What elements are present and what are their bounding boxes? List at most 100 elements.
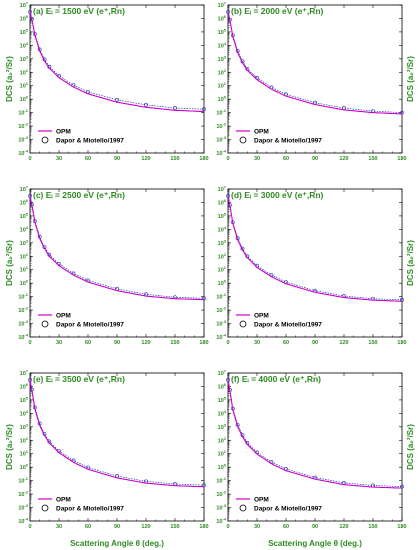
panel-title: (a) Eᵢ = 1500 eV (e⁺,Rn) <box>33 6 125 16</box>
y-tick-label: 10-4 <box>18 333 28 342</box>
y-tick-label: 10-2 <box>18 306 28 315</box>
y-tick-label: 107 <box>218 1 227 10</box>
x-tick-label: 180 <box>199 156 208 162</box>
x-tick-label: 180 <box>199 524 208 530</box>
legend-exp-swatch <box>239 136 247 144</box>
x-tick-label: 60 <box>283 340 289 346</box>
y-tick-label: 10-1 <box>18 476 28 485</box>
y-axis-label: DCS (a₀²/Sr) <box>406 56 415 102</box>
y-tick-label: 103 <box>218 422 227 431</box>
y-tick-label: 10-4 <box>216 333 226 342</box>
opm-series-line <box>227 195 402 302</box>
y-axis-label: DCS (a₀²/Sr) <box>5 240 14 286</box>
legend-opm-label: OPM <box>56 497 71 504</box>
x-tick-label: 0 <box>226 340 229 346</box>
x-tick-label: 120 <box>339 524 348 530</box>
x-tick-label: 30 <box>254 156 260 162</box>
y-tick-label: 10-2 <box>216 306 226 315</box>
x-tick-label: 60 <box>283 156 289 162</box>
y-tick-label: 100 <box>218 279 227 288</box>
x-tick-label: 150 <box>368 524 377 530</box>
chart-panel-3: 0 30 60 90 120 150 180 10-4 10-3 10-2 10-1 100 101 10… <box>216 185 415 347</box>
y-tick-label: 106 <box>218 14 227 23</box>
legend-exp-label: Dapor & Miotello/1997 <box>56 322 124 329</box>
legend-opm-label: OPM <box>254 497 269 504</box>
exp-series-line <box>227 11 402 113</box>
y-tick-label: 10-1 <box>216 108 226 117</box>
exp-point <box>115 97 119 102</box>
exp-series-line <box>227 379 403 487</box>
panel-title: (b) Eᵢ = 2000 eV (e⁺,Rn) <box>231 6 324 16</box>
y-tick-label: 100 <box>20 463 29 472</box>
x-tick-label: 120 <box>339 340 348 346</box>
y-tick-label: 101 <box>218 81 227 90</box>
chart-panel-1: 0 30 60 90 120 150 180 10-4 10-3 10-2 10-1 100 101 10… <box>216 1 415 163</box>
legend-exp-label: Dapor & Miotello/1997 <box>56 138 124 145</box>
y-tick-label: 10-1 <box>216 292 226 301</box>
x-tick-label: 180 <box>397 156 406 162</box>
x-tick-label: 0 <box>226 156 229 162</box>
legend-exp-swatch <box>41 504 49 512</box>
y-tick-label: 105 <box>20 395 29 404</box>
y-tick-label: 102 <box>218 68 227 77</box>
legend-opm-label: OPM <box>56 313 71 320</box>
y-tick-label: 103 <box>20 422 29 431</box>
x-tick-label: 180 <box>397 340 406 346</box>
legend-exp-swatch <box>41 320 49 328</box>
x-tick-label: 120 <box>141 340 150 346</box>
y-tick-label: 104 <box>20 409 29 418</box>
x-tick-label: 60 <box>85 156 91 162</box>
x-tick-label: 150 <box>368 340 377 346</box>
x-tick-label: 30 <box>56 156 62 162</box>
y-tick-label: 10-1 <box>18 292 28 301</box>
y-tick-label: 101 <box>218 449 227 458</box>
y-tick-label: 102 <box>20 252 29 261</box>
x-tick-label: 0 <box>28 156 31 162</box>
y-tick-label: 103 <box>20 54 29 63</box>
y-tick-label: 10-2 <box>216 490 226 499</box>
y-tick-label: 10-2 <box>18 122 28 131</box>
y-tick-label: 10-3 <box>18 503 28 512</box>
y-tick-label: 107 <box>20 185 29 194</box>
x-tick-label: 0 <box>28 524 31 530</box>
opm-series-line <box>227 379 403 489</box>
y-tick-label: 10-1 <box>18 108 28 117</box>
chart-panel-4: 0 30 60 90 120 150 180 10-4 10-3 10-2 10-1 100 101 10… <box>5 369 209 531</box>
x-tick-label: 90 <box>114 156 120 162</box>
legend-exp-swatch <box>239 320 247 328</box>
y-tick-label: 103 <box>218 54 227 63</box>
x-tick-label: 150 <box>170 524 179 530</box>
x-tick-label: 90 <box>312 156 318 162</box>
y-tick-label: 107 <box>218 185 227 194</box>
y-axis-label: DCS (a₀²/Sr) <box>5 56 14 102</box>
legend-opm-label: OPM <box>56 129 71 136</box>
exp-series-line <box>29 195 204 299</box>
y-tick-label: 105 <box>218 27 227 36</box>
y-tick-label: 10-3 <box>18 135 28 144</box>
y-axis-label: DCS (a₀²/Sr) <box>406 240 415 286</box>
exp-series-line <box>29 379 205 486</box>
y-tick-label: 10-4 <box>216 517 226 526</box>
y-tick-label: 10-2 <box>216 122 226 131</box>
x-tick-label: 60 <box>85 524 91 530</box>
legend-opm-label: OPM <box>254 313 269 320</box>
legend-opm-label: OPM <box>254 129 269 136</box>
y-tick-label: 104 <box>20 225 29 234</box>
y-tick-label: 101 <box>20 265 29 274</box>
x-tick-label: 90 <box>114 524 120 530</box>
x-tick-label: 150 <box>368 156 377 162</box>
x-tick-label: 30 <box>254 340 260 346</box>
y-tick-label: 10-4 <box>216 149 226 158</box>
y-tick-label: 101 <box>20 81 29 90</box>
x-tick-label: 120 <box>141 156 150 162</box>
x-tick-label: 180 <box>397 524 406 530</box>
x-tick-label: 60 <box>283 524 289 530</box>
x-tick-label: 30 <box>254 524 260 530</box>
y-tick-label: 101 <box>218 265 227 274</box>
y-tick-label: 106 <box>20 382 29 391</box>
legend-exp-label: Dapor & Miotello/1997 <box>254 138 322 145</box>
y-tick-label: 105 <box>218 211 227 220</box>
y-tick-label: 107 <box>20 369 29 378</box>
y-tick-label: 103 <box>20 238 29 247</box>
